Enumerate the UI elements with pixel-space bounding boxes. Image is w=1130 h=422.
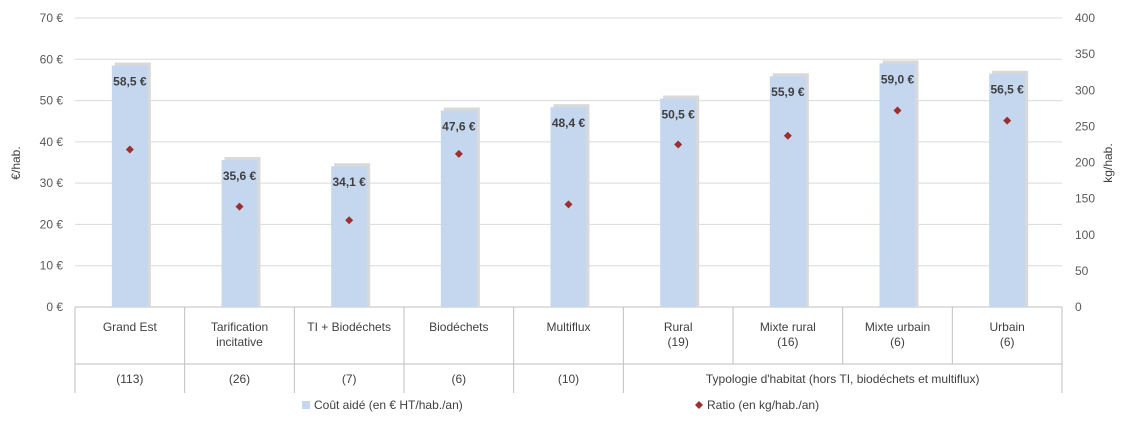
left-tick-label: 40 € <box>40 135 64 149</box>
bar <box>879 63 916 307</box>
ratio-point <box>454 149 463 158</box>
left-axis-ticks: 0 € 10 € 20 € 30 € 40 € 50 € 60 € 70 € <box>40 11 64 314</box>
group-label: (113) <box>116 372 143 386</box>
bar-value-label: 34,1 € <box>332 175 366 189</box>
bar <box>440 110 477 307</box>
bar-value-label: 47,6 € <box>442 119 476 133</box>
category-label: (16) <box>777 335 798 349</box>
group-label: (6) <box>451 372 466 386</box>
group-label: Typologie d'habitat (hors TI, biodéchets… <box>706 372 980 386</box>
bar-data-labels: 58,5 € 35,6 € 34,1 € 47,6 € 48,4 € 50,5 € 55,9… <box>113 72 1024 189</box>
legend-bar-label: Coût aidé (en € HT/hab./an) <box>314 398 463 412</box>
category-label: Mixte rural <box>760 320 816 334</box>
bars-series <box>111 60 1029 307</box>
right-axis-title: kg/hab. <box>1101 143 1115 182</box>
right-tick-label: 0 <box>1075 300 1082 314</box>
category-label: Grand Est <box>103 320 158 334</box>
right-tick-label: 150 <box>1075 192 1095 206</box>
bar-value-label: 58,5 € <box>113 74 147 88</box>
group-label: (7) <box>342 372 357 386</box>
left-tick-label: 50 € <box>40 94 64 108</box>
ratio-point <box>125 145 134 154</box>
left-tick-label: 60 € <box>40 52 64 66</box>
ratio-series <box>125 106 1012 225</box>
right-tick-label: 400 <box>1075 11 1095 25</box>
group-label: (26) <box>229 372 250 386</box>
ratio-point <box>893 106 902 115</box>
right-tick-label: 50 <box>1075 264 1089 278</box>
left-tick-label: 30 € <box>40 176 64 190</box>
left-axis-title: €/hab. <box>9 146 23 179</box>
ratio-point <box>564 200 573 209</box>
bar <box>221 160 258 307</box>
left-tick-label: 10 € <box>40 259 64 273</box>
right-tick-label: 100 <box>1075 228 1095 242</box>
group-label: (10) <box>558 372 579 386</box>
ratio-point <box>345 216 354 225</box>
right-tick-label: 300 <box>1075 83 1095 97</box>
bar <box>111 65 148 307</box>
bar-value-label: 56,5 € <box>990 83 1024 97</box>
legend-bar-swatch <box>302 401 310 409</box>
right-tick-label: 350 <box>1075 47 1095 61</box>
bar-value-label: 55,9 € <box>771 85 805 99</box>
bar <box>660 98 697 307</box>
category-label: Biodéchets <box>429 320 488 334</box>
bar-value-label: 48,4 € <box>552 116 586 130</box>
ratio-point <box>1003 116 1012 125</box>
category-label: (6) <box>890 335 905 349</box>
category-label: TI + Biodéchets <box>307 320 391 334</box>
category-label: Tarification <box>211 320 268 334</box>
legend: Coût aidé (en € HT/hab./an) Ratio (en kg… <box>302 398 819 412</box>
right-tick-label: 200 <box>1075 156 1095 170</box>
bar <box>989 73 1026 307</box>
left-tick-label: 70 € <box>40 11 64 25</box>
right-tick-label: 250 <box>1075 119 1095 133</box>
bar <box>769 76 806 307</box>
category-label: Mixte urbain <box>865 320 930 334</box>
category-label: (6) <box>1000 335 1015 349</box>
bar-value-label: 35,6 € <box>223 169 257 183</box>
left-tick-label: 0 € <box>46 300 63 314</box>
bar-value-label: 50,5 € <box>661 108 695 122</box>
legend-ratio-marker <box>695 401 703 409</box>
category-label: incitative <box>216 335 263 349</box>
left-tick-label: 20 € <box>40 217 64 231</box>
category-label: Multiflux <box>546 320 590 334</box>
legend-ratio-label: Ratio (en kg/hab./an) <box>707 398 819 412</box>
ratio-point <box>674 140 683 149</box>
bar-value-label: 59,0 € <box>881 72 915 86</box>
bar <box>331 166 368 307</box>
ratio-point <box>783 131 792 140</box>
ratio-point <box>235 202 244 211</box>
category-label: Rural <box>664 320 693 334</box>
category-label: (19) <box>667 335 688 349</box>
category-label: Urbain <box>989 320 1024 334</box>
right-axis-ticks: 0 50 100 150 200 250 300 350 400 <box>1075 11 1095 314</box>
